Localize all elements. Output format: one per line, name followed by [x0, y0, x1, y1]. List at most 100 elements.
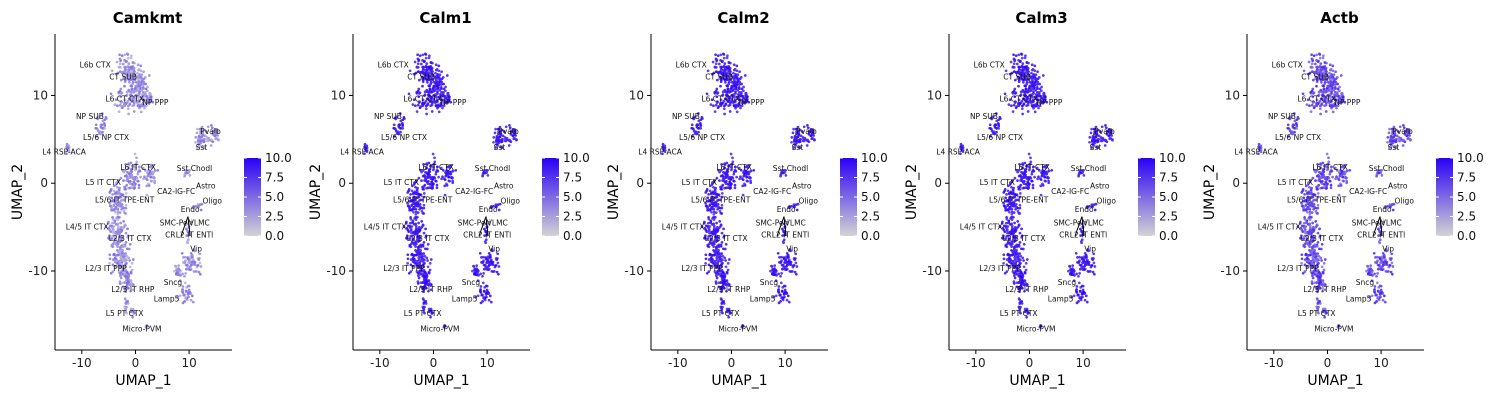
cell-point [482, 272, 485, 275]
cell-point [195, 131, 199, 135]
cell-point [1076, 261, 1079, 264]
cluster-label: Astro [196, 182, 216, 191]
cell-point [426, 265, 430, 269]
cell-point [142, 91, 145, 94]
cell-point [779, 281, 783, 285]
cluster-label: Astro [792, 182, 812, 191]
cluster-label: L2/3 IT RHP [707, 285, 751, 294]
cell-point [125, 101, 129, 105]
cell-point [741, 184, 745, 188]
cell-point [722, 56, 726, 60]
cell-point [1324, 103, 1328, 107]
cell-point [138, 165, 141, 169]
cell-point [503, 139, 507, 143]
cell-point [1339, 74, 1343, 77]
cell-point [129, 78, 132, 82]
cell-point [138, 73, 142, 77]
cell-point [512, 137, 516, 141]
cell-point [184, 289, 188, 293]
cell-point [428, 84, 432, 88]
cluster-label: CT SUB [407, 73, 435, 82]
cell-point [1021, 68, 1025, 71]
cell-point [138, 100, 141, 103]
cell-point [1317, 179, 1320, 182]
cell-point [198, 257, 201, 260]
cell-point [128, 186, 132, 190]
cell-point [1031, 186, 1035, 190]
cell-point [148, 174, 152, 177]
cluster-label: Vip [786, 245, 798, 254]
x-tick-label: 0 [132, 356, 140, 370]
cell-point [430, 66, 434, 70]
cell-point [1010, 253, 1014, 257]
cell-point [128, 242, 132, 246]
cell-point [475, 264, 479, 267]
cell-point [712, 213, 716, 216]
cell-point [118, 280, 122, 283]
cell-point [1321, 179, 1324, 183]
cell-point [1301, 189, 1304, 193]
cell-point [120, 54, 124, 58]
cell-point [1010, 104, 1013, 108]
cell-point [119, 59, 122, 63]
cell-point [94, 123, 98, 127]
cell-point [988, 123, 992, 127]
cluster-label: Sncg [1058, 278, 1077, 287]
cluster-label: NP SUB [374, 112, 402, 121]
cell-point [1286, 123, 1290, 127]
cell-point [732, 63, 736, 67]
cluster-label: Astro [494, 182, 514, 191]
y-tick-label: 0 [338, 176, 346, 190]
cluster-label: L6b CTX [378, 60, 409, 69]
cell-point [118, 53, 121, 57]
cell-point [1015, 62, 1019, 66]
cell-point [105, 117, 108, 120]
cluster-label: L5 PT CTX [702, 309, 740, 318]
cell-point [425, 65, 428, 69]
cluster-label: Sst Chodl [177, 164, 212, 173]
cell-point [185, 286, 189, 289]
cell-point [145, 99, 149, 103]
cell-point [424, 281, 428, 285]
cell-point [422, 252, 426, 255]
cell-point [1044, 179, 1047, 183]
cell-point [123, 68, 127, 71]
cell-point [425, 112, 428, 116]
cell-point [1324, 110, 1328, 113]
cell-point [1046, 176, 1049, 180]
cell-point [145, 193, 149, 197]
cell-point [787, 300, 791, 304]
cell-point [1003, 189, 1006, 193]
cell-point [1093, 208, 1097, 212]
cell-point [153, 179, 156, 183]
cell-point [782, 257, 786, 261]
cell-point [1013, 221, 1016, 225]
cell-point [214, 137, 218, 141]
cell-point [123, 274, 127, 278]
cell-point [130, 186, 134, 189]
cell-point [423, 174, 426, 177]
cell-point [123, 187, 127, 191]
cell-point [1308, 213, 1312, 216]
cell-point [1036, 80, 1040, 84]
cell-point [123, 169, 127, 172]
cell-point [130, 168, 133, 171]
cell-point [1409, 138, 1412, 142]
x-tick-label: 0 [728, 356, 736, 370]
cell-point [135, 156, 138, 160]
cell-point [145, 184, 149, 188]
cell-point [719, 104, 723, 108]
cell-point [141, 166, 145, 170]
cell-point [715, 274, 718, 278]
cell-point [132, 90, 136, 93]
cell-point [1012, 62, 1016, 66]
cell-point [1026, 103, 1030, 107]
cell-point [425, 68, 429, 71]
cell-point [739, 175, 742, 179]
cell-point [701, 117, 704, 120]
cell-point [1328, 63, 1332, 67]
cell-point [138, 92, 141, 95]
cell-point [485, 288, 489, 292]
cell-point [421, 84, 424, 88]
